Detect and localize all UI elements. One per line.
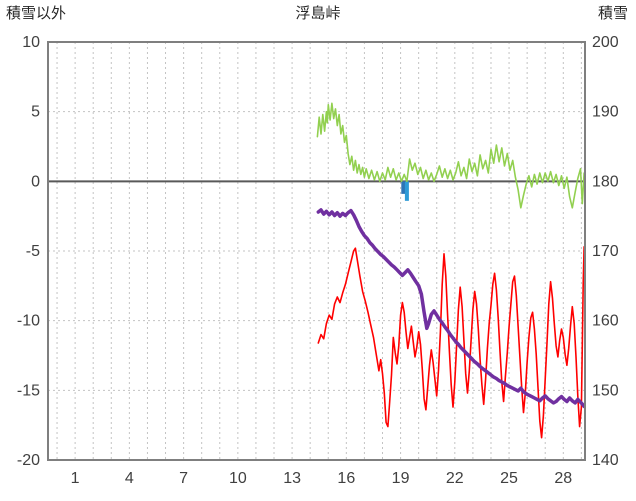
precip-bar xyxy=(401,181,406,194)
left-tick-label: 10 xyxy=(22,34,40,51)
left-tick-label: -5 xyxy=(26,243,40,260)
series-red-line xyxy=(317,246,585,439)
left-axis-title: 積雪以外 xyxy=(6,5,67,22)
x-tick-label: 10 xyxy=(229,470,247,487)
chart-title: 浮島峠 xyxy=(295,5,341,22)
x-tick-label: 28 xyxy=(554,470,572,487)
precip-bar xyxy=(404,181,409,201)
x-tick-label: 22 xyxy=(446,470,464,487)
x-tick-label: 4 xyxy=(125,470,134,487)
x-tick-label: 13 xyxy=(283,470,301,487)
plot-frame xyxy=(47,41,586,461)
x-tick-label: 1 xyxy=(71,470,80,487)
right-tick-label: 140 xyxy=(592,452,619,469)
left-tick-label: 5 xyxy=(31,104,40,121)
right-tick-label: 200 xyxy=(592,34,619,51)
right-tick-label: 190 xyxy=(592,104,619,121)
x-tick-label: 7 xyxy=(179,470,188,487)
x-tick-label: 19 xyxy=(392,470,410,487)
left-tick-label: 0 xyxy=(31,173,40,190)
series-purple-line xyxy=(316,208,586,409)
left-tick-label: -10 xyxy=(17,313,40,330)
left-tick-label: -15 xyxy=(17,382,40,399)
x-tick-label: 25 xyxy=(500,470,518,487)
series-green-line xyxy=(316,102,585,209)
right-axis-title: 積雪 xyxy=(597,5,628,22)
right-tick-label: 160 xyxy=(592,313,619,330)
right-tick-label: 180 xyxy=(592,173,619,190)
right-tick-label: 150 xyxy=(592,382,619,399)
x-tick-label: 16 xyxy=(337,470,355,487)
right-tick-label: 170 xyxy=(592,243,619,260)
left-tick-label: -20 xyxy=(17,452,40,469)
